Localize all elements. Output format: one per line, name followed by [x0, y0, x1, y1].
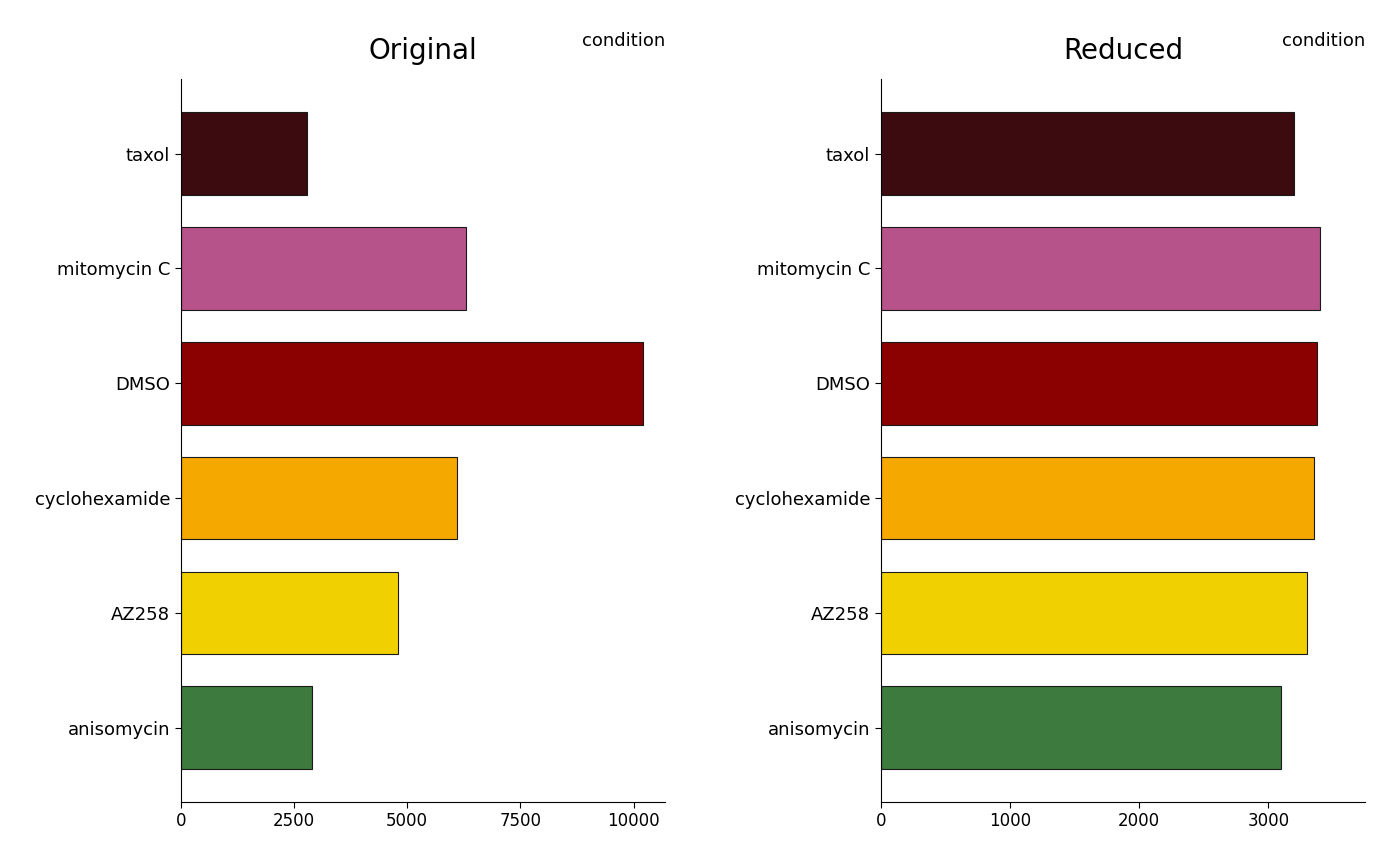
Bar	[881, 686, 1281, 769]
Text: condition: condition	[582, 33, 665, 50]
Bar	[881, 342, 1317, 425]
Bar	[181, 457, 456, 540]
Bar	[181, 572, 398, 654]
Bar	[181, 112, 308, 195]
Bar	[881, 572, 1308, 654]
Text: condition: condition	[1282, 33, 1365, 50]
Bar	[881, 112, 1294, 195]
Title: Original: Original	[368, 36, 477, 65]
Bar	[181, 686, 312, 769]
Bar	[881, 227, 1320, 310]
Bar	[881, 457, 1313, 540]
Bar	[181, 342, 643, 425]
Title: Reduced: Reduced	[1063, 36, 1183, 65]
Bar	[181, 227, 466, 310]
